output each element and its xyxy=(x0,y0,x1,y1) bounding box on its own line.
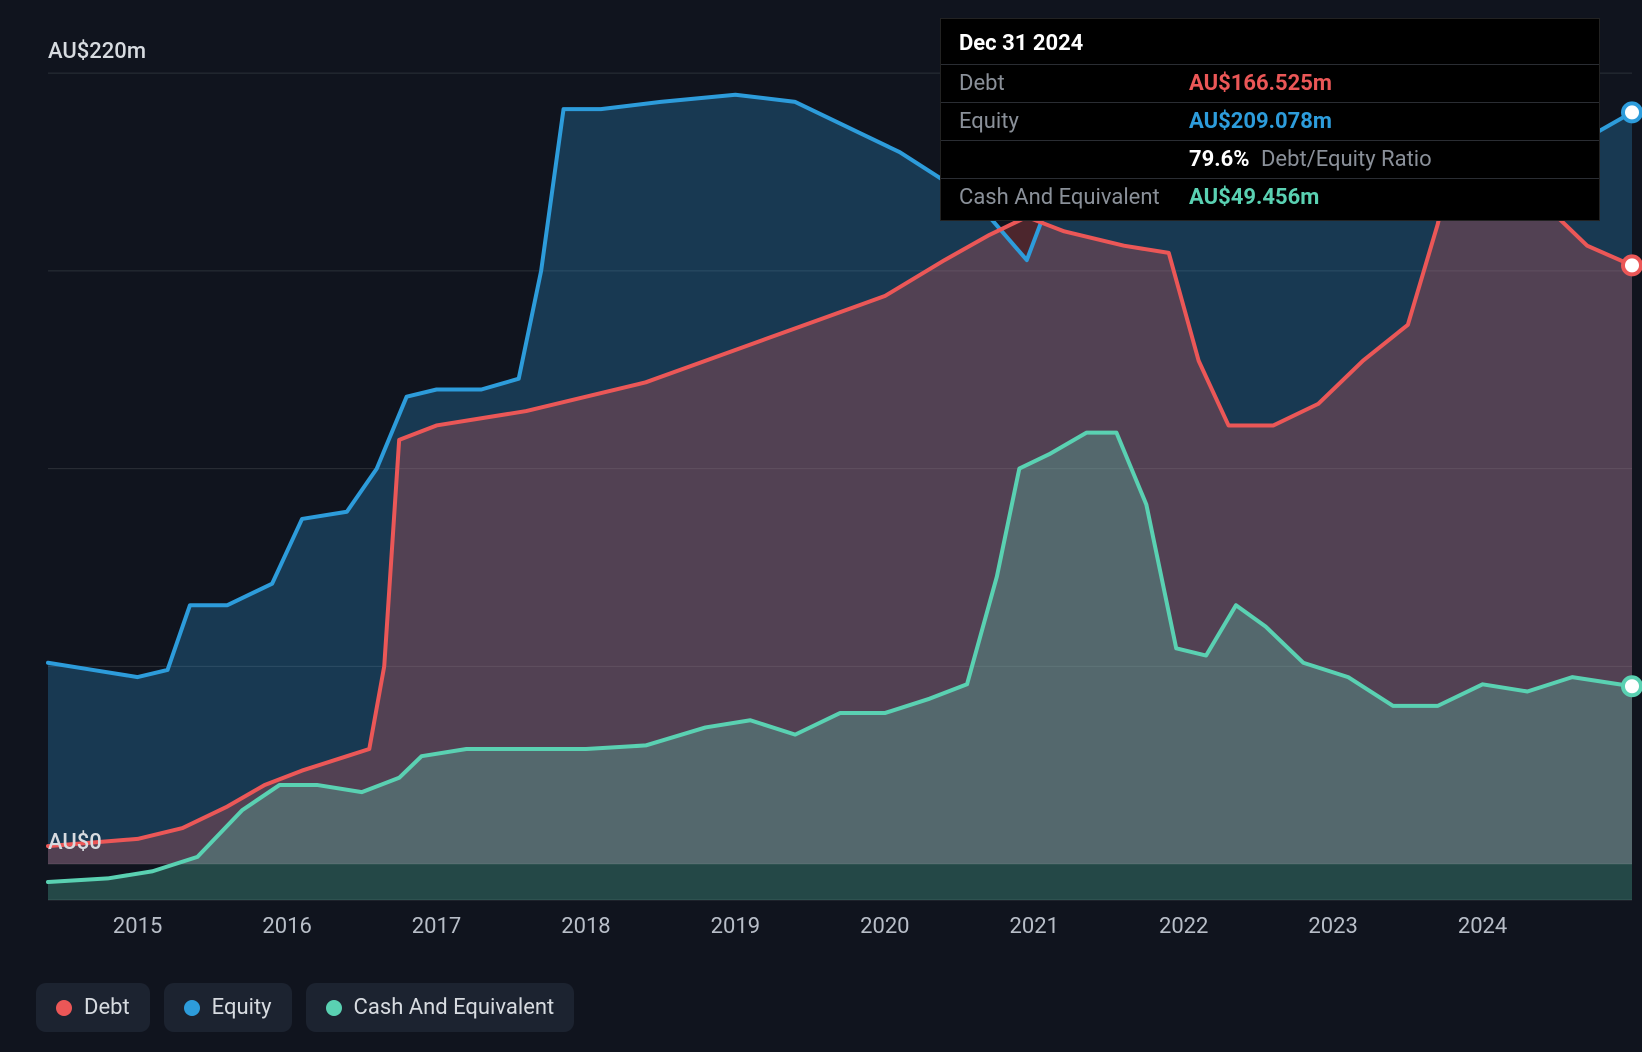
x-axis-tick-label: 2016 xyxy=(262,914,311,939)
y-axis-label-zero: AU$0 xyxy=(48,830,102,855)
legend-swatch-icon xyxy=(56,1000,72,1016)
y-axis-label-max: AU$220m xyxy=(48,39,146,64)
x-axis-tick-label: 2015 xyxy=(113,914,162,939)
tooltip-ratio-label: Debt/Equity Ratio xyxy=(1261,147,1432,172)
financial-area-chart: AU$220m AU$0 2015 2016 2017 2018 2019 2020 202… xyxy=(0,0,1642,1052)
tooltip-value: AU$49.456m xyxy=(1189,185,1319,210)
tooltip-ratio: 79.6% Debt/Equity Ratio xyxy=(1189,147,1432,172)
tooltip-value: AU$166.525m xyxy=(1189,71,1332,96)
legend-label: Debt xyxy=(84,995,130,1020)
legend-label: Equity xyxy=(212,995,272,1020)
x-axis-tick-label: 2017 xyxy=(412,914,461,939)
x-axis-tick-label: 2020 xyxy=(860,914,909,939)
tooltip-key: Equity xyxy=(959,109,1189,134)
legend-swatch-icon xyxy=(184,1000,200,1016)
tooltip-row: DebtAU$166.525m xyxy=(941,64,1599,102)
legend-label: Cash And Equivalent xyxy=(354,995,555,1020)
tooltip-key: Debt xyxy=(959,71,1189,96)
x-axis-tick-label: 2024 xyxy=(1458,914,1507,939)
tooltip-row: Cash And EquivalentAU$49.456m xyxy=(941,178,1599,216)
tooltip-ratio-value: 79.6% xyxy=(1189,147,1250,172)
x-axis-tick-label: 2022 xyxy=(1159,914,1208,939)
legend-item-equity[interactable]: Equity xyxy=(164,983,292,1032)
chart-legend: Debt Equity Cash And Equivalent xyxy=(36,983,574,1032)
x-axis-tick-label: 2019 xyxy=(711,914,760,939)
chart-tooltip: Dec 31 2024 DebtAU$166.525mEquityAU$209.… xyxy=(940,18,1600,221)
legend-item-debt[interactable]: Debt xyxy=(36,983,150,1032)
legend-swatch-icon xyxy=(326,1000,342,1016)
tooltip-date: Dec 31 2024 xyxy=(941,31,1599,64)
tooltip-row: EquityAU$209.078m xyxy=(941,102,1599,140)
tooltip-ratio-spacer xyxy=(959,147,1189,172)
tooltip-key: Cash And Equivalent xyxy=(959,185,1189,210)
x-axis-tick-label: 2021 xyxy=(1010,914,1059,939)
x-axis-tick-label: 2023 xyxy=(1308,914,1357,939)
tooltip-value: AU$209.078m xyxy=(1189,109,1332,134)
x-axis-tick-label: 2018 xyxy=(561,914,610,939)
legend-item-cash[interactable]: Cash And Equivalent xyxy=(306,983,575,1032)
tooltip-ratio-row: 79.6% Debt/Equity Ratio xyxy=(941,140,1599,178)
